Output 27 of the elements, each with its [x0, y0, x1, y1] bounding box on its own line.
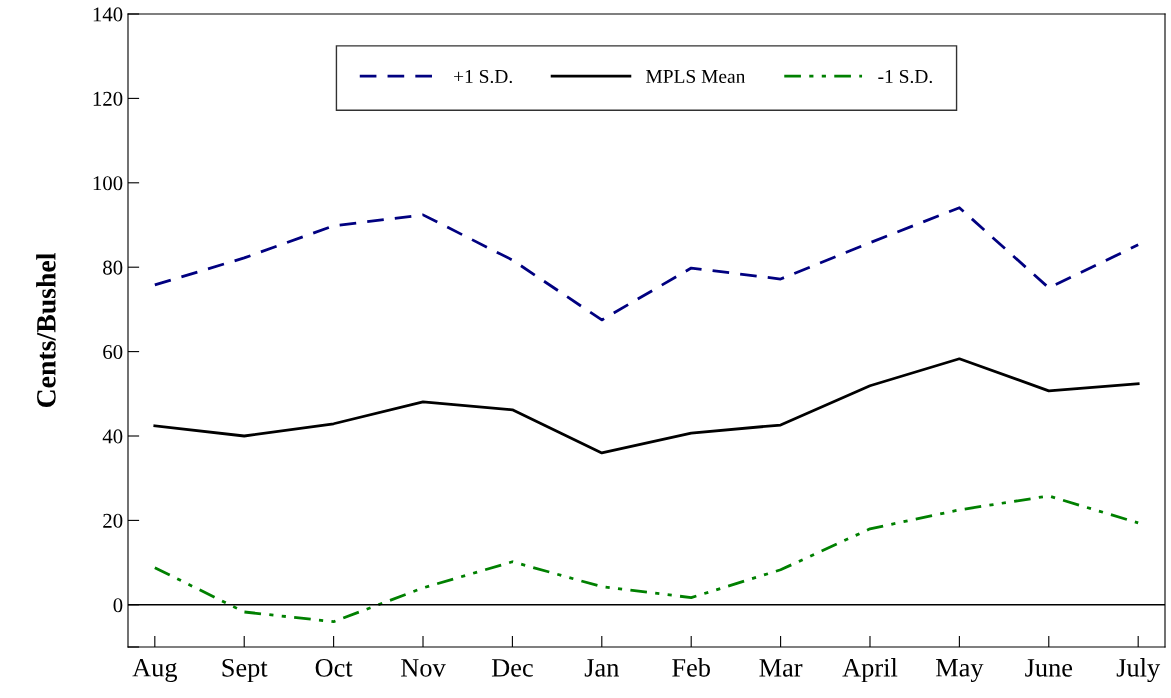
legend-label: -1 S.D.	[878, 69, 932, 84]
y-tick-label: 80	[103, 260, 123, 275]
y-tick-label: 140	[93, 7, 123, 22]
x-tick-label: Mar	[759, 659, 803, 677]
line-series	[153, 494, 1140, 624]
y-tick-label: 120	[93, 91, 123, 106]
x-tick-label: Dec	[491, 659, 533, 677]
legend-label: +1 S.D.	[454, 69, 512, 84]
x-tick-label: Feb	[672, 658, 710, 677]
x-tick-label: July	[1116, 658, 1161, 683]
y-tick-label: 100	[93, 176, 123, 191]
x-tick-label: Nov	[401, 659, 446, 677]
y-axis-title: Cents/Bushel	[36, 253, 56, 408]
x-tick-label: Sept	[222, 658, 268, 683]
y-tick-label: 0	[113, 598, 123, 613]
y-tick-label: 40	[102, 429, 123, 444]
line-series	[153, 357, 1140, 455]
legend-label: MPLS Mean	[646, 69, 746, 84]
y-tick-label: 60	[103, 344, 123, 360]
x-tick-label: June	[1025, 659, 1073, 677]
line-series	[153, 206, 1140, 322]
x-tick-label: Jan	[584, 659, 619, 677]
x-tick-label: May	[935, 659, 984, 683]
x-tick-label: Oct	[315, 658, 353, 677]
x-tick-label: Aug	[132, 658, 178, 683]
y-tick-label: 20	[103, 513, 123, 528]
x-tick-label: April	[842, 658, 898, 683]
